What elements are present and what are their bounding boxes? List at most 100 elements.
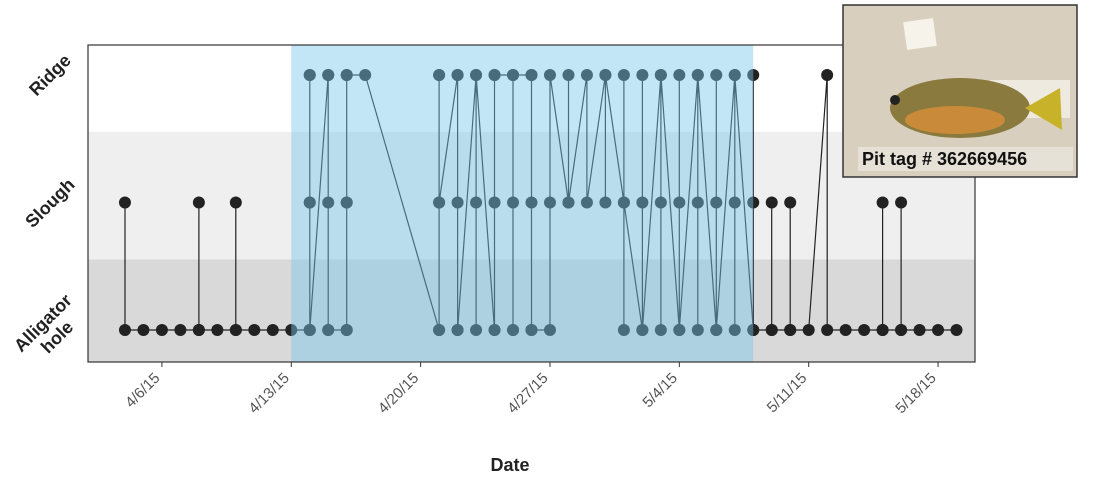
- detection-point: [470, 324, 483, 336]
- detection-point: [932, 324, 945, 336]
- detection-point: [673, 69, 686, 81]
- detection-point: [747, 324, 760, 336]
- detection-point: [710, 196, 723, 209]
- detection-point: [562, 69, 575, 81]
- detection-point: [691, 324, 704, 336]
- photo-fish-eye: [890, 95, 900, 105]
- detection-point: [451, 69, 464, 81]
- detection-point: [839, 324, 852, 336]
- x-tick-label: 4/6/15: [122, 370, 164, 412]
- detection-point: [470, 196, 483, 209]
- detection-point: [636, 196, 649, 209]
- x-tick-label: 4/13/15: [245, 370, 292, 417]
- detection-point: [599, 69, 612, 81]
- detection-point: [174, 324, 187, 336]
- detection-point: [322, 196, 335, 209]
- detection-point: [303, 196, 316, 209]
- x-tick-label: 5/11/15: [764, 370, 811, 417]
- detection-point: [433, 324, 446, 336]
- detection-point: [710, 69, 723, 81]
- detection-point: [617, 324, 630, 336]
- x-axis-label: Date: [490, 455, 529, 475]
- x-tick-label: 5/18/15: [892, 370, 939, 417]
- detection-point: [673, 324, 686, 336]
- detection-point: [691, 196, 704, 209]
- detection-point: [821, 324, 834, 336]
- detection-point: [451, 324, 464, 336]
- detection-point: [137, 324, 150, 336]
- detection-point: [507, 196, 520, 209]
- plot-frame: [87, 44, 976, 363]
- detection-point: [728, 69, 741, 81]
- photo-fish-tail: [1025, 88, 1062, 130]
- detection-point: [784, 324, 797, 336]
- detection-point: [636, 324, 649, 336]
- detection-point: [322, 324, 335, 336]
- detection-point: [728, 324, 741, 336]
- detection-point: [248, 324, 261, 336]
- detection-point: [507, 324, 520, 336]
- detection-point: [913, 324, 926, 336]
- detection-point: [155, 324, 168, 336]
- detection-point: [433, 69, 446, 81]
- detection-point: [488, 69, 501, 81]
- detection-point: [821, 69, 834, 81]
- detection-point: [192, 324, 205, 336]
- detection-point: [747, 196, 760, 209]
- detection-point: [950, 324, 963, 336]
- detection-point: [765, 324, 778, 336]
- detection-point: [599, 196, 612, 209]
- detection-point: [784, 196, 797, 209]
- detection-point: [451, 196, 464, 209]
- detection-point: [876, 324, 889, 336]
- detection-point: [285, 324, 298, 336]
- detection-point: [525, 196, 538, 209]
- detection-point: [340, 196, 353, 209]
- detection-point: [525, 69, 538, 81]
- detection-point: [562, 196, 575, 209]
- detection-point: [654, 69, 667, 81]
- x-tick-label: 4/27/15: [504, 370, 551, 417]
- detection-point: [118, 324, 131, 336]
- detection-point: [470, 69, 483, 81]
- detection-point: [543, 69, 556, 81]
- detection-point: [636, 69, 649, 81]
- detection-point: [895, 324, 908, 336]
- photo-fish-belly: [905, 106, 1005, 134]
- detection-point: [617, 69, 630, 81]
- detection-point: [691, 69, 704, 81]
- detection-point: [488, 196, 501, 209]
- detection-point: [710, 324, 723, 336]
- detection-point: [543, 324, 556, 336]
- detection-point: [673, 196, 686, 209]
- detection-point: [488, 324, 501, 336]
- detection-point: [765, 196, 778, 209]
- detection-point: [802, 324, 815, 336]
- detection-point: [580, 69, 593, 81]
- detection-point: [654, 196, 667, 209]
- x-tick-label: 5/4/15: [639, 370, 681, 412]
- detection-point: [728, 196, 741, 209]
- photo-tag: [903, 18, 937, 50]
- detection-point: [303, 324, 316, 336]
- detection-point: [118, 196, 131, 209]
- highlight-period: [291, 45, 754, 362]
- detection-point: [858, 324, 871, 336]
- detection-point: [543, 196, 556, 209]
- detection-point: [433, 196, 446, 209]
- detection-point: [876, 196, 889, 209]
- detection-point: [895, 196, 908, 209]
- detection-point: [229, 324, 242, 336]
- detection-point: [340, 324, 353, 336]
- detection-point: [266, 324, 279, 336]
- x-tick-label: 4/20/15: [375, 370, 422, 417]
- inset-photo: Pit tag # 362669456: [842, 4, 1078, 178]
- detection-point: [211, 324, 224, 336]
- detection-point: [192, 196, 205, 209]
- detection-point: [303, 69, 316, 81]
- detection-point: [507, 69, 520, 81]
- detection-point: [340, 69, 353, 81]
- detection-point: [654, 324, 667, 336]
